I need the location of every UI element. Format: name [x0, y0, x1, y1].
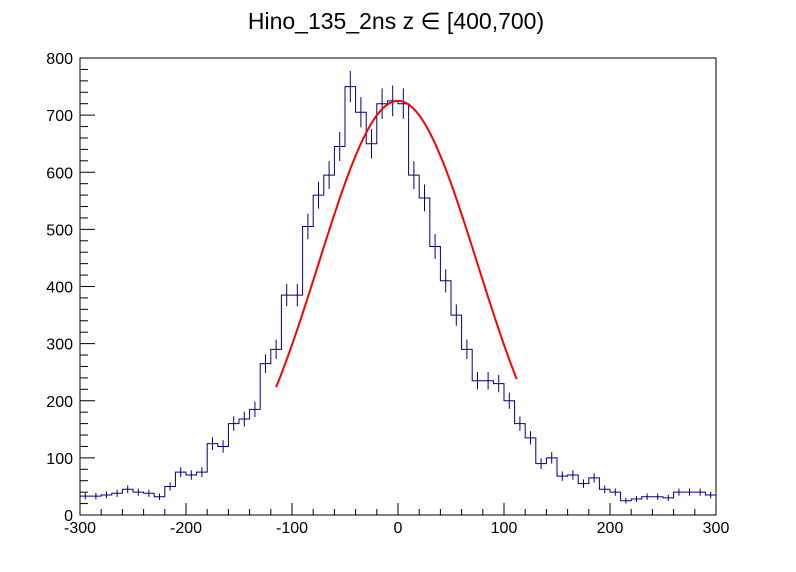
x-tick-label: 100	[491, 520, 518, 537]
x-tick-label: 200	[597, 520, 624, 537]
error-bars	[84, 70, 712, 504]
y-tick-label: 800	[46, 51, 73, 68]
x-tick-label: 0	[394, 520, 403, 537]
y-tick-label: 200	[46, 394, 73, 411]
y-tick-label: 600	[46, 165, 73, 182]
gaussian-fit-curve	[275, 99, 518, 388]
y-tick-label: 0	[64, 508, 73, 525]
fit-curve-layer	[275, 99, 518, 388]
axes: -300 -200 -100 0 100 200 300 0 100 200 300 400 500 60…	[46, 51, 729, 537]
histogram-outline	[80, 86, 716, 502]
y-tick-label: 300	[46, 337, 73, 354]
y-tick-label: 400	[46, 280, 73, 297]
histogram-series	[80, 86, 716, 502]
plot-frame	[79, 57, 717, 516]
x-tick-label: -300	[64, 520, 96, 537]
x-tick-label: -100	[276, 520, 308, 537]
y-tick-label: 700	[46, 108, 73, 125]
x-tick-label: -200	[170, 520, 202, 537]
x-tick-label: 300	[703, 520, 730, 537]
y-tick-label: 100	[46, 451, 73, 468]
y-tick-label: 500	[46, 222, 73, 239]
chart-title: Hino_135_2ns z ∈ [400,700)	[248, 8, 544, 34]
